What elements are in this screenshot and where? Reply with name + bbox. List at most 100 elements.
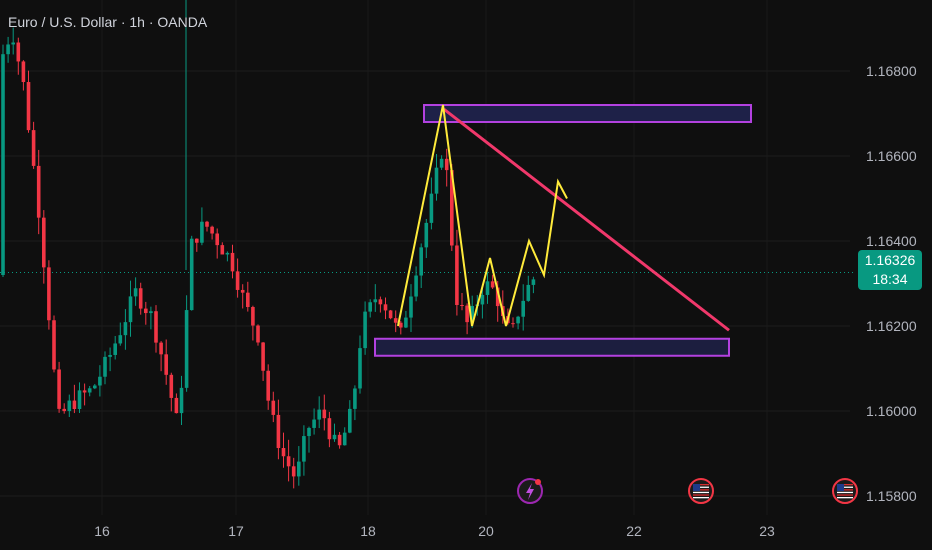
candle-body <box>444 158 449 171</box>
candle-body <box>450 170 454 246</box>
price-tick-label: 1.16600 <box>866 148 917 164</box>
candle-body <box>164 354 168 375</box>
candle-body <box>439 158 444 168</box>
candle-body <box>373 299 378 303</box>
candle-body <box>179 387 184 414</box>
candle-body <box>98 376 102 386</box>
candle-body <box>220 245 225 255</box>
candle-body <box>521 300 525 317</box>
candle-body <box>93 385 97 389</box>
flag-canton <box>693 484 700 491</box>
current-price-badge: 1.16326 18:34 <box>858 250 922 290</box>
candle-body <box>11 42 15 45</box>
flag-stripe <box>693 497 709 499</box>
candle-body <box>246 292 250 308</box>
time-tick-label: 22 <box>626 523 642 539</box>
candle-body <box>138 288 143 309</box>
lightning-event-icon <box>517 478 543 504</box>
candle-body <box>327 418 332 440</box>
candle-body <box>276 414 281 449</box>
candle-body <box>174 397 179 414</box>
candle-body <box>317 409 321 420</box>
flag-stripe <box>837 484 853 486</box>
candle-body <box>526 284 531 301</box>
candle-countdown: 18:34 <box>872 271 908 287</box>
price-tick-label: 1.16400 <box>866 233 917 249</box>
candle-body <box>271 400 276 415</box>
price-tick-label: 1.16000 <box>866 403 917 419</box>
candle-body <box>154 311 158 343</box>
time-tick-label: 17 <box>228 523 244 539</box>
candle-body <box>169 374 174 398</box>
candle-body <box>195 238 199 243</box>
candlestick-series <box>1 0 536 489</box>
candle-body <box>455 245 459 305</box>
candle-body <box>200 221 204 243</box>
price-tick-label: 1.15800 <box>866 488 917 504</box>
candle-body <box>399 322 403 328</box>
candle-body <box>42 217 46 268</box>
candle-body <box>123 322 128 336</box>
price-tick-label: 1.16200 <box>866 318 917 334</box>
candle-body <box>240 289 245 293</box>
current-price-value: 1.16326 <box>864 252 916 268</box>
candle-body <box>210 226 214 234</box>
candle-body <box>251 307 255 326</box>
grid-lines <box>0 0 855 515</box>
candle-body <box>393 318 398 323</box>
candle-body <box>342 432 347 446</box>
candle-body <box>480 294 485 305</box>
flag-stripe <box>693 484 709 486</box>
candle-body <box>6 44 10 55</box>
resistance-zone <box>423 104 752 123</box>
candle-body <box>302 436 306 462</box>
candle-body <box>388 310 393 319</box>
candle-body <box>495 287 500 307</box>
candle-body <box>62 408 66 412</box>
candle-body <box>230 252 235 272</box>
candle-body <box>332 434 337 440</box>
us-flag-event-icon <box>832 478 858 504</box>
candle-body <box>184 310 189 388</box>
candle-body <box>149 311 153 314</box>
candle-body <box>429 193 434 223</box>
candle-body <box>465 305 469 323</box>
candle-body <box>118 335 123 344</box>
candle-body <box>348 408 352 433</box>
candle-body <box>511 323 515 325</box>
candle-body <box>383 304 388 311</box>
flag-stripe <box>693 491 709 494</box>
time-tick-label: 20 <box>478 523 494 539</box>
candle-body <box>16 42 21 62</box>
candle-body <box>128 296 133 323</box>
candle-body <box>378 299 383 305</box>
candle-body <box>21 61 26 83</box>
candle-body <box>291 466 296 477</box>
flag-stripe <box>693 494 709 496</box>
candle-body <box>189 238 194 311</box>
time-axis: 16 17 18 20 22 23 <box>94 523 775 539</box>
lightning-glyph <box>526 483 534 500</box>
candle-body <box>103 356 107 377</box>
candle-body <box>434 167 439 194</box>
drawing-annotations <box>374 104 752 357</box>
candle-body <box>460 304 464 306</box>
candle-body <box>215 233 219 246</box>
candle-body <box>47 267 51 321</box>
candle-body <box>414 275 418 297</box>
candle-body <box>353 388 357 409</box>
candle-body <box>322 409 327 419</box>
candle-body <box>77 390 82 410</box>
flag-stripe <box>693 489 709 491</box>
event-markers <box>517 478 858 504</box>
candle-body <box>36 165 41 218</box>
alert-dot <box>535 479 541 485</box>
projected-price-path <box>397 104 568 327</box>
candle-body <box>225 252 230 255</box>
flag-stripe <box>837 497 853 499</box>
candle-body <box>108 354 112 357</box>
candle-body <box>133 288 138 297</box>
candle-body <box>531 279 536 285</box>
candle-body <box>490 281 495 288</box>
